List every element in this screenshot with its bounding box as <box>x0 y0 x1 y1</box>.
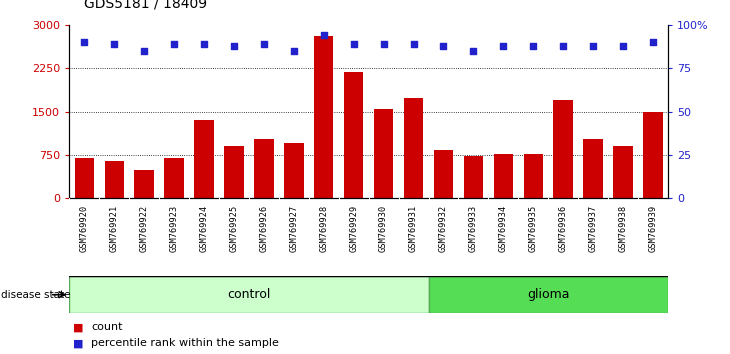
Bar <box>104 161 124 198</box>
Bar <box>69 276 429 313</box>
Text: GSM769928: GSM769928 <box>319 205 328 252</box>
Text: GSM769931: GSM769931 <box>409 205 418 252</box>
Bar <box>464 156 483 198</box>
Point <box>618 43 629 48</box>
Text: GSM769934: GSM769934 <box>499 205 508 252</box>
Text: GSM769935: GSM769935 <box>529 205 538 252</box>
Text: GSM769925: GSM769925 <box>229 205 239 252</box>
Text: control: control <box>227 288 271 301</box>
Point <box>378 41 390 47</box>
Text: GDS5181 / 18409: GDS5181 / 18409 <box>84 0 207 11</box>
Bar <box>583 139 603 198</box>
Point <box>438 43 450 48</box>
Point <box>199 41 210 47</box>
Point <box>498 43 510 48</box>
Bar <box>254 139 274 198</box>
Point <box>168 41 180 47</box>
Text: disease state: disease state <box>1 290 70 300</box>
Point <box>108 41 120 47</box>
Bar <box>553 100 573 198</box>
Text: GSM769938: GSM769938 <box>618 205 628 252</box>
Bar <box>493 154 513 198</box>
Text: GSM769939: GSM769939 <box>648 205 658 252</box>
Point <box>288 48 300 53</box>
Bar <box>194 120 214 198</box>
Point <box>139 48 150 53</box>
Point <box>587 43 599 48</box>
Text: GSM769929: GSM769929 <box>349 205 358 252</box>
Text: count: count <box>91 322 123 332</box>
Text: ■: ■ <box>73 322 83 332</box>
Bar <box>164 158 184 198</box>
Bar <box>224 146 244 198</box>
Bar <box>284 143 304 198</box>
Point <box>258 41 270 47</box>
Text: GSM769926: GSM769926 <box>259 205 269 252</box>
Bar <box>613 146 633 198</box>
Bar <box>374 109 393 198</box>
Point <box>468 48 480 53</box>
Text: GSM769923: GSM769923 <box>169 205 179 252</box>
Bar <box>523 154 543 198</box>
Bar <box>643 112 663 198</box>
Text: GSM769930: GSM769930 <box>379 205 388 252</box>
Text: ■: ■ <box>73 338 83 348</box>
Text: GSM769921: GSM769921 <box>110 205 119 252</box>
Bar <box>74 158 94 198</box>
Bar <box>344 72 364 198</box>
Text: glioma: glioma <box>527 288 569 301</box>
Text: GSM769936: GSM769936 <box>558 205 568 252</box>
Bar <box>429 276 668 313</box>
Text: GSM769932: GSM769932 <box>439 205 448 252</box>
Bar <box>404 98 423 198</box>
Point <box>347 41 359 47</box>
Text: GSM769937: GSM769937 <box>588 205 598 252</box>
Text: percentile rank within the sample: percentile rank within the sample <box>91 338 279 348</box>
Point <box>648 39 659 45</box>
Bar <box>134 171 154 198</box>
Text: GSM769920: GSM769920 <box>80 205 89 252</box>
Point <box>528 43 539 48</box>
Point <box>228 43 239 48</box>
Point <box>407 41 419 47</box>
Point <box>318 32 330 38</box>
Bar <box>314 36 334 198</box>
Point <box>78 39 91 45</box>
Text: GSM769922: GSM769922 <box>139 205 149 252</box>
Bar <box>434 150 453 198</box>
Text: GSM769924: GSM769924 <box>199 205 209 252</box>
Point <box>558 43 569 48</box>
Text: GSM769927: GSM769927 <box>289 205 299 252</box>
Text: GSM769933: GSM769933 <box>469 205 478 252</box>
